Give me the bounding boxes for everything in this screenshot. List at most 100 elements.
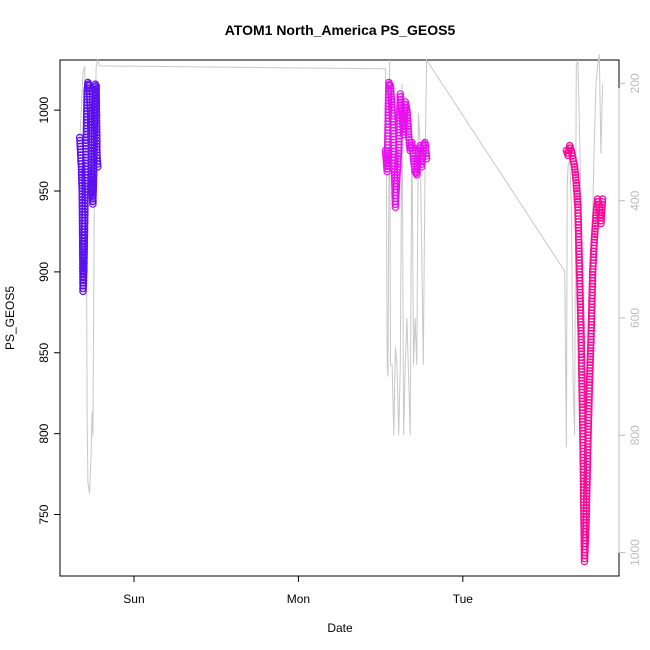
data-point [80,259,88,268]
data-point [413,168,421,177]
x-tick-label: Tue [453,592,474,606]
data-point [93,131,101,139]
data-point [387,98,396,106]
data-point [79,284,87,293]
altitude-line [79,54,604,494]
data-point [88,175,96,184]
data-point [570,163,579,171]
data-point [79,270,88,279]
y-tick-label: 800 [37,423,51,443]
data-point [421,138,429,147]
data-point [92,90,101,99]
data-point [590,238,599,247]
x-axis-label: Date [327,621,353,635]
data-point [403,114,412,123]
data-point [92,99,101,108]
data-point [394,149,403,158]
data-point [81,193,89,202]
data-point [421,141,430,150]
data-point [598,200,607,209]
y-axis-label: PS_GEOS5 [3,286,17,350]
data-point [93,160,102,168]
data-point [403,119,412,128]
y-right-axis: 200 400 600 800 1000 [618,73,642,566]
data-point [81,188,90,196]
data-point [80,233,89,242]
data-point [573,189,581,198]
data-point [79,279,88,287]
data-point [80,222,89,231]
data-point [402,103,411,112]
data-point [386,82,395,90]
data-point [572,187,581,195]
y-tick-label: 1000 [37,96,51,123]
data-point [81,196,89,205]
data-point [92,108,101,116]
data-point [81,202,89,211]
y-tick-label: 900 [37,262,51,282]
data-point [388,103,396,112]
data-point [569,154,577,163]
data-point [396,92,405,101]
data-point [387,101,396,109]
data-point [80,253,88,262]
data-point [586,358,595,367]
data-point [570,160,578,168]
data-point [591,225,599,233]
data-point [94,163,102,171]
data-point [572,179,581,187]
data-point [393,160,402,168]
data-point [586,361,594,369]
data-point [387,92,396,101]
data-point [573,198,582,206]
data-point [79,287,87,296]
data-point [585,375,594,384]
data-point [598,195,607,203]
data-point [394,157,402,166]
y-right-tick-label: 600 [628,308,642,328]
data-point [586,344,595,352]
y-axis: 750 800 850 900 950 1000 [37,96,61,525]
data-point [88,178,96,187]
data-point [421,146,430,155]
data-point [393,163,402,171]
data-point [421,144,430,152]
data-point [80,268,88,276]
data-point [80,216,89,225]
data-point [93,157,102,165]
data-point [92,128,101,137]
y-right-tick-label: 400 [628,190,642,210]
data-point [587,338,595,347]
data-point [586,347,595,355]
data-point [422,149,430,158]
data-point [597,214,606,222]
data-point [590,233,599,241]
data-point [403,106,411,114]
data-point [417,163,426,171]
data-point [586,349,595,358]
data-point [422,154,431,163]
data-point [585,381,594,389]
data-point [585,372,594,381]
data-point [382,154,391,163]
data-point [586,352,595,361]
data-point [91,94,99,103]
data-point [404,125,413,133]
data-point [393,165,402,174]
data-point [586,355,595,364]
plot-frame [59,59,620,577]
data-point [401,98,410,106]
y-tick-label: 950 [37,181,51,201]
data-point [573,200,582,209]
data-point [568,149,576,158]
data-point [585,378,594,387]
data-point [80,248,89,256]
data-point [403,111,412,120]
data-point [571,171,580,179]
data-point [573,192,582,201]
y-right-tick-label: 800 [628,425,642,445]
data-point [404,130,413,139]
data-point [412,171,421,179]
x-axis: Sun Mon Tue [123,575,474,606]
